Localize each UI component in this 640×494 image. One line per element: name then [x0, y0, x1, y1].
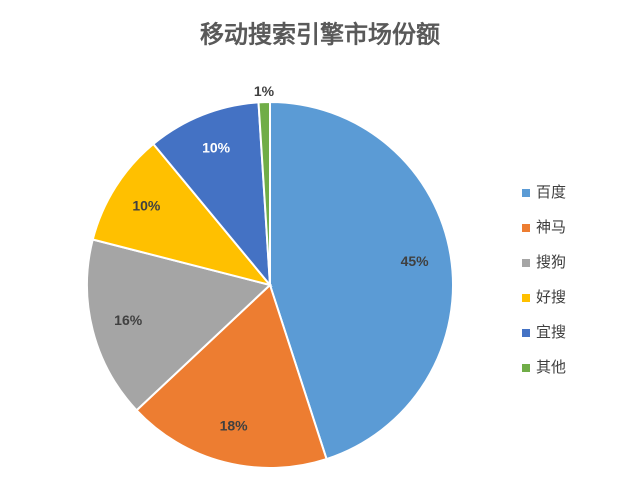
legend-label: 神马: [536, 219, 566, 236]
legend-swatch: [522, 224, 530, 232]
pie-slice: [91, 142, 273, 287]
legend-label: 百度: [536, 184, 566, 201]
value-label: 10%: [202, 140, 231, 156]
legend-swatch: [522, 189, 530, 197]
pie-slice: [151, 101, 272, 289]
legend-label: 宜搜: [536, 324, 566, 341]
pie-slice: [86, 238, 273, 412]
chart-title: 移动搜索引擎市场份额: [200, 20, 440, 48]
value-label: 18%: [220, 418, 249, 434]
legend-swatch: [522, 259, 530, 267]
value-label: 1%: [254, 83, 275, 99]
legend-swatch: [522, 329, 530, 337]
legend-swatch: [522, 294, 530, 302]
pie-slice: [257, 100, 271, 286]
pie-slice: [269, 100, 454, 461]
pie-slice: [135, 283, 328, 469]
legend-label: 好搜: [536, 289, 566, 306]
legend-swatch: [522, 364, 530, 372]
legend-label: 搜狗: [536, 254, 566, 271]
legend-label: 其他: [536, 359, 566, 376]
value-label: 45%: [401, 253, 430, 269]
value-label: 16%: [114, 312, 143, 328]
value-label: 10%: [132, 197, 161, 213]
